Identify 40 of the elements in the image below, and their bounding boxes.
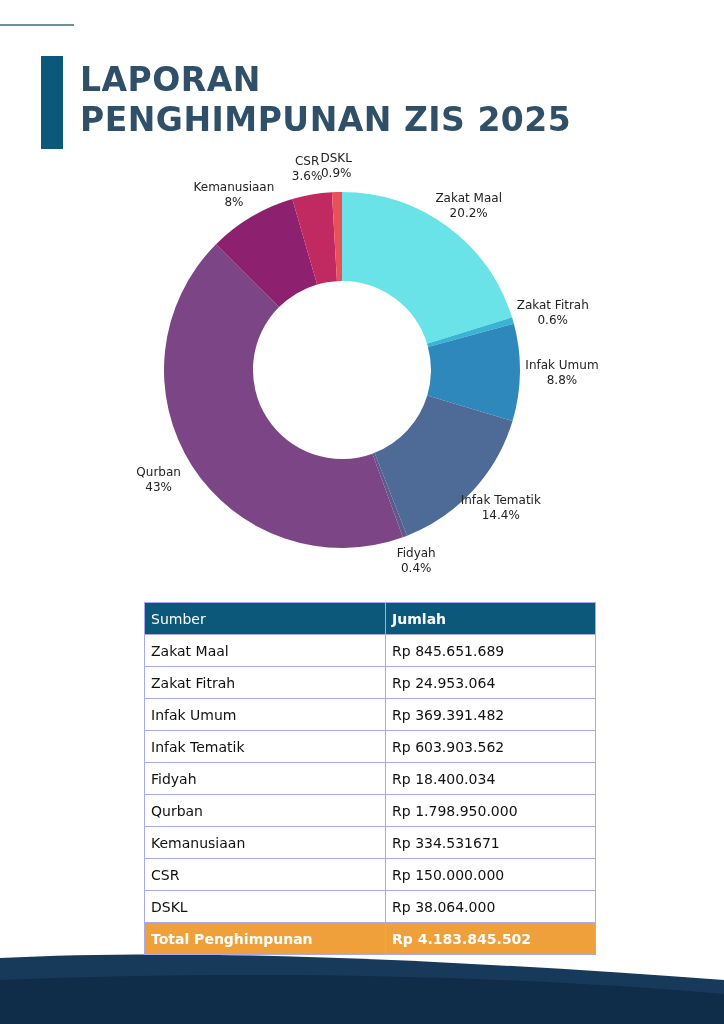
text: Rp 845.651.689	[392, 642, 505, 659]
slice-label: Zakat Maal	[435, 190, 502, 205]
data-label: 14.4%	[481, 508, 520, 523]
slice-label: Qurban	[136, 464, 181, 479]
category-label: Zakat Maal	[144, 634, 386, 667]
slice-label: Infak Tematik	[460, 493, 541, 508]
text: Rp 1.798.950.000	[392, 802, 518, 819]
category-label: Fidyah	[144, 762, 386, 795]
slice-label: Fidyah	[396, 545, 436, 560]
slice-label: DSKL	[320, 151, 353, 166]
category-label: Infak Tematik	[144, 730, 386, 763]
chart-title: LAPORAN PENGHIMPUNAN ZIS 2025	[80, 60, 572, 140]
text: Jumlah	[385, 602, 596, 635]
data-label: 20.2%	[449, 205, 488, 220]
category-label: Zakat Fitrah	[144, 666, 386, 699]
category-label: DSKL	[144, 890, 386, 923]
text: Rp 603.903.562	[392, 738, 505, 755]
text: Rp 150.000.000	[392, 866, 505, 883]
text: Rp 24.953.064	[392, 674, 496, 691]
data-label: 0.4%	[400, 560, 432, 575]
slice-label: Zakat Fitrah	[516, 298, 589, 313]
category-label: Kemanusiaan	[144, 826, 386, 859]
slice-label: Kemanusiaan	[193, 179, 275, 194]
category-label: Qurban	[144, 794, 386, 827]
data-label: 3.6%	[291, 169, 323, 184]
data-label: 8%	[224, 194, 244, 209]
text: Rp 369.391.482	[392, 706, 505, 723]
data-label: 8.8%	[546, 373, 578, 388]
text: Rp 18.400.034	[392, 770, 496, 787]
slice-label: CSR	[294, 154, 320, 169]
category-label: Infak Umum	[144, 698, 386, 731]
text: Sumber	[144, 602, 386, 635]
data-label: 0.6%	[537, 313, 568, 328]
category-label: CSR	[144, 858, 386, 891]
text: Rp 334.531671	[392, 834, 500, 851]
text: Rp 4.183.845.502	[392, 930, 532, 947]
text: Total Penghimpunan	[144, 922, 386, 955]
slice-label: Infak Umum	[525, 358, 599, 373]
data-label: 43%	[145, 479, 172, 494]
text: Rp 38.064.000	[392, 898, 496, 915]
